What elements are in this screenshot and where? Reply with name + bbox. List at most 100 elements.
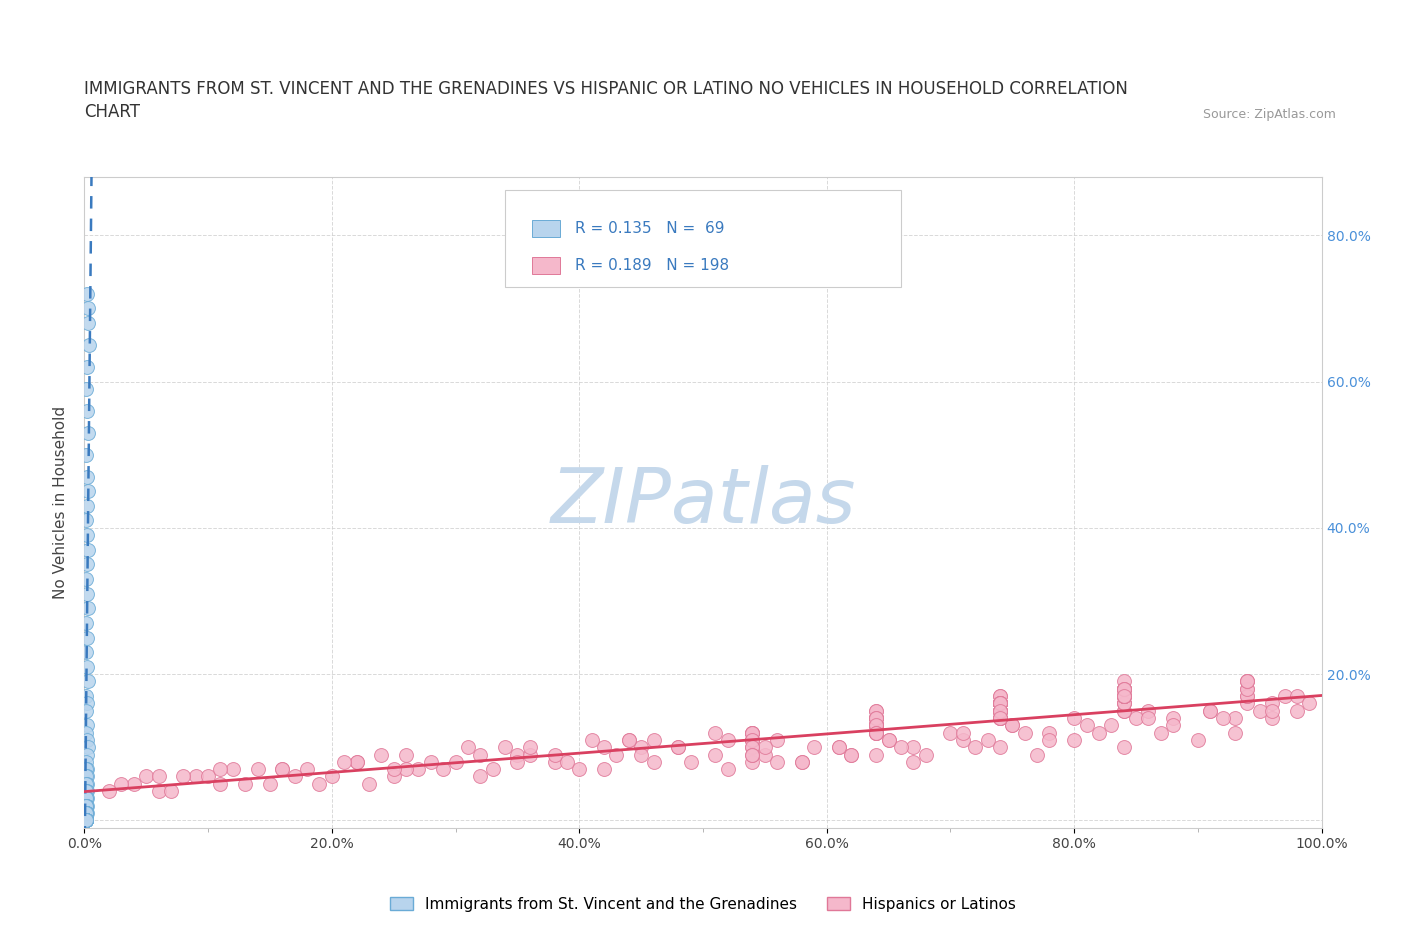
Point bbox=[1088, 725, 1111, 740]
Point bbox=[75, 777, 97, 791]
Point bbox=[76, 784, 98, 799]
Point bbox=[1112, 682, 1135, 697]
Point bbox=[1274, 688, 1296, 703]
Point bbox=[1112, 688, 1135, 703]
Point bbox=[75, 784, 97, 799]
Point bbox=[679, 754, 702, 769]
Text: ZIPatlas: ZIPatlas bbox=[550, 465, 856, 539]
Point bbox=[1261, 703, 1284, 718]
Point bbox=[1161, 718, 1184, 733]
Point bbox=[1112, 688, 1135, 703]
Point bbox=[741, 733, 763, 748]
Point bbox=[1112, 688, 1135, 703]
Point bbox=[419, 754, 441, 769]
Point bbox=[75, 784, 97, 799]
Point bbox=[865, 711, 887, 725]
Point bbox=[841, 747, 863, 762]
Point bbox=[988, 696, 1011, 711]
Point bbox=[1236, 682, 1258, 697]
Point bbox=[1285, 703, 1308, 718]
Point bbox=[75, 805, 97, 820]
Point bbox=[754, 739, 776, 754]
Point bbox=[75, 572, 97, 587]
Point bbox=[741, 725, 763, 740]
Point bbox=[568, 762, 591, 777]
Point bbox=[1038, 733, 1060, 748]
Point bbox=[988, 703, 1011, 718]
Point bbox=[865, 711, 887, 725]
Point bbox=[75, 791, 97, 806]
Point bbox=[209, 762, 232, 777]
Point bbox=[75, 644, 97, 659]
Point bbox=[76, 586, 98, 601]
Point bbox=[865, 703, 887, 718]
Point bbox=[77, 601, 100, 616]
Point bbox=[75, 798, 97, 813]
Text: IMMIGRANTS FROM ST. VINCENT AND THE GRENADINES VS HISPANIC OR LATINO NO VEHICLES: IMMIGRANTS FROM ST. VINCENT AND THE GREN… bbox=[84, 80, 1128, 98]
Point bbox=[1261, 711, 1284, 725]
Point bbox=[76, 404, 98, 418]
Point bbox=[1112, 703, 1135, 718]
Point bbox=[939, 725, 962, 740]
Point bbox=[1125, 711, 1147, 725]
Point bbox=[1236, 688, 1258, 703]
Point bbox=[1236, 696, 1258, 711]
Point bbox=[79, 338, 101, 352]
Point bbox=[865, 718, 887, 733]
Point bbox=[75, 791, 97, 806]
Point bbox=[75, 813, 97, 828]
Point bbox=[952, 733, 974, 748]
Point bbox=[988, 703, 1011, 718]
FancyBboxPatch shape bbox=[505, 190, 901, 287]
Point bbox=[1112, 703, 1135, 718]
Point bbox=[77, 542, 100, 557]
Point bbox=[1249, 703, 1271, 718]
Point bbox=[77, 674, 100, 689]
Point bbox=[865, 718, 887, 733]
Point bbox=[308, 777, 330, 791]
Point bbox=[903, 754, 925, 769]
Text: Source: ZipAtlas.com: Source: ZipAtlas.com bbox=[1202, 108, 1336, 121]
Point bbox=[543, 747, 565, 762]
Point bbox=[741, 725, 763, 740]
Point bbox=[841, 747, 863, 762]
Point bbox=[741, 739, 763, 754]
Point bbox=[76, 527, 98, 542]
Point bbox=[75, 447, 97, 462]
Point bbox=[1063, 711, 1085, 725]
Point bbox=[77, 301, 100, 316]
Point bbox=[828, 739, 851, 754]
Point bbox=[605, 747, 627, 762]
Point bbox=[76, 696, 98, 711]
Point bbox=[717, 733, 740, 748]
Point bbox=[766, 733, 789, 748]
Point bbox=[643, 754, 665, 769]
Point bbox=[865, 725, 887, 740]
Text: CHART: CHART bbox=[84, 103, 141, 121]
Point bbox=[75, 616, 97, 631]
Point bbox=[148, 769, 170, 784]
Point bbox=[630, 747, 652, 762]
Point bbox=[1236, 682, 1258, 697]
Point bbox=[75, 813, 97, 828]
Point bbox=[988, 739, 1011, 754]
Point bbox=[865, 718, 887, 733]
Point bbox=[506, 747, 529, 762]
Point bbox=[555, 754, 578, 769]
Point bbox=[122, 777, 145, 791]
Point bbox=[988, 688, 1011, 703]
Point bbox=[222, 762, 245, 777]
Point bbox=[395, 747, 418, 762]
Point bbox=[865, 711, 887, 725]
Point bbox=[865, 718, 887, 733]
Point bbox=[76, 359, 98, 374]
Point bbox=[865, 718, 887, 733]
Point bbox=[76, 791, 98, 806]
Point bbox=[76, 718, 98, 733]
Point bbox=[766, 754, 789, 769]
Point bbox=[1285, 688, 1308, 703]
Point bbox=[1236, 674, 1258, 689]
Point bbox=[75, 754, 97, 769]
Point bbox=[357, 777, 380, 791]
Point bbox=[741, 733, 763, 748]
